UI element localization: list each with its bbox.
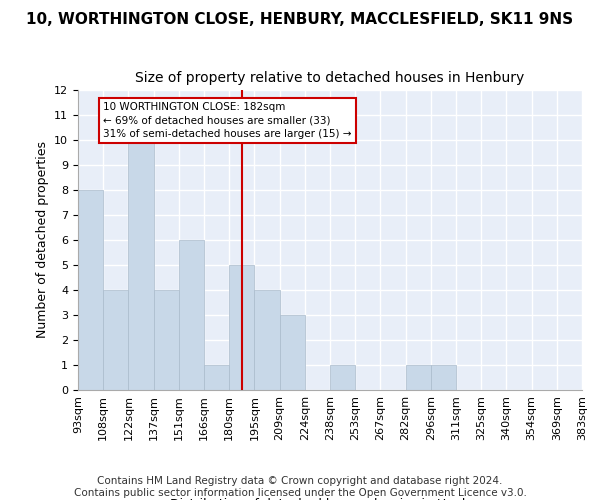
- X-axis label: Distribution of detached houses by size in Henbury: Distribution of detached houses by size …: [170, 498, 490, 500]
- Bar: [128, 140, 154, 390]
- Bar: [103, 290, 128, 390]
- Bar: [280, 315, 305, 390]
- Text: 10, WORTHINGTON CLOSE, HENBURY, MACCLESFIELD, SK11 9NS: 10, WORTHINGTON CLOSE, HENBURY, MACCLESF…: [26, 12, 574, 28]
- Bar: [406, 365, 431, 390]
- Bar: [330, 365, 355, 390]
- Bar: [154, 290, 179, 390]
- Text: 10 WORTHINGTON CLOSE: 182sqm
← 69% of detached houses are smaller (33)
31% of se: 10 WORTHINGTON CLOSE: 182sqm ← 69% of de…: [103, 102, 352, 139]
- Bar: [78, 190, 103, 390]
- Bar: [229, 265, 254, 390]
- Bar: [204, 365, 229, 390]
- Title: Size of property relative to detached houses in Henbury: Size of property relative to detached ho…: [136, 70, 524, 85]
- Text: Contains HM Land Registry data © Crown copyright and database right 2024.
Contai: Contains HM Land Registry data © Crown c…: [74, 476, 526, 498]
- Bar: [254, 290, 280, 390]
- Bar: [431, 365, 456, 390]
- Bar: [179, 240, 204, 390]
- Y-axis label: Number of detached properties: Number of detached properties: [35, 142, 49, 338]
